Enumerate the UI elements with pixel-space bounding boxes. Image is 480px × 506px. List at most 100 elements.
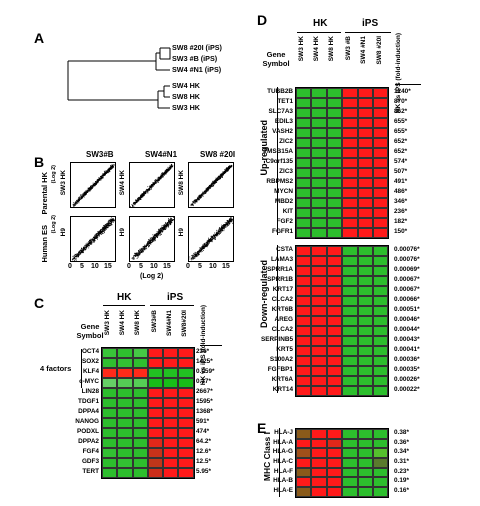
heatmap-cell <box>296 158 312 168</box>
heatmap-cell <box>342 98 358 108</box>
heatmap-cell <box>357 118 373 128</box>
heatmap-cell <box>372 366 389 376</box>
heatmap-cell <box>311 228 327 238</box>
heatmap-cell <box>342 256 358 266</box>
fold-value: 236* <box>394 208 408 215</box>
gene-label: C9orf135 <box>265 158 293 165</box>
heatmap-cell <box>372 168 389 178</box>
fold-value: 0.23* <box>394 467 409 475</box>
heatmap-cell <box>296 98 312 108</box>
heatmap-cell <box>326 128 343 138</box>
heatmap-cell <box>147 428 164 438</box>
gene-label: KLF4 <box>83 368 99 375</box>
gene-label: TET1 <box>277 98 293 105</box>
gene-label: SPRR1B <box>267 276 293 283</box>
heatmap-cell <box>372 448 389 459</box>
heatmap-cell <box>326 208 343 218</box>
heatmap-cell <box>296 458 312 468</box>
heatmap-cell <box>326 276 343 286</box>
fold-value: 591* <box>196 418 210 425</box>
fold-value: 0.00026* <box>394 376 420 383</box>
heatmap-cell <box>342 386 358 396</box>
heatmap-cell <box>372 306 389 316</box>
heatmap-cell <box>326 386 343 396</box>
panel-letter-b: B <box>34 154 45 170</box>
heatmap-cell <box>326 198 343 208</box>
fold-value: 0.34* <box>394 448 409 456</box>
heatmap-cell <box>357 458 373 468</box>
leaf-label: SW3 HK <box>172 103 200 112</box>
heatmap-cell <box>132 398 148 408</box>
gene-label: KRT17 <box>272 286 293 293</box>
fold-value: 652* <box>394 138 408 145</box>
heatmap-cell <box>342 228 358 238</box>
heatmap-cell <box>296 256 312 266</box>
scatter-plot <box>70 162 116 208</box>
fold-value: 0.36* <box>394 438 409 446</box>
heatmap-cell <box>372 487 389 497</box>
heatmap-cell <box>372 158 389 168</box>
heatmap-cell <box>326 376 343 386</box>
gene-label: FGF2 <box>276 218 293 225</box>
fold-value: 0.00036* <box>394 356 420 363</box>
heatmap-cell <box>326 178 343 188</box>
heatmap-cell <box>102 408 118 418</box>
heatmap-cell <box>342 467 358 478</box>
heatmap-cell <box>326 88 343 98</box>
heatmap-cell <box>326 296 343 306</box>
heatmap-cell <box>326 346 343 356</box>
heatmap-cell <box>296 276 312 286</box>
heatmap-cell <box>147 368 164 378</box>
heatmap-cell <box>342 118 358 128</box>
heatmap-cell <box>357 376 373 386</box>
heatmap-cell <box>147 408 164 418</box>
gene-list-e: HLA-J HLA-A HLA-G HLA-C HLA-F HLA-B HLA-E <box>250 428 293 496</box>
gene-label: KRT5 <box>276 346 293 353</box>
log2-label: (Log 2) <box>51 165 57 184</box>
heatmap-cell <box>296 316 312 326</box>
heatmap-cell <box>372 198 389 208</box>
heatmap-cell <box>102 418 118 428</box>
fold-value: 150* <box>394 228 408 235</box>
heatmap-cell <box>372 188 389 198</box>
heatmap-cell <box>326 218 343 228</box>
fold-value: 0.00067* <box>394 276 420 283</box>
tick-label: 10 <box>91 263 99 270</box>
fold-value: 12.6* <box>196 448 211 455</box>
heatmap-cell <box>326 458 343 468</box>
heatmap-cell <box>163 398 179 408</box>
gene-label: TMSB15A <box>263 148 293 155</box>
tick-label: 15 <box>163 263 171 270</box>
fold-value: 652* <box>394 148 408 155</box>
heatmap-cell <box>102 368 118 378</box>
heatmap-cell <box>326 326 343 336</box>
scatter-plot <box>129 162 175 208</box>
heatmap-cell <box>178 368 194 378</box>
heatmap-cell <box>296 487 312 497</box>
heatmap-cell <box>311 356 327 366</box>
group-hk-label: HK <box>313 18 328 29</box>
heatmap-c <box>101 347 195 479</box>
fold-value: 0.16* <box>394 487 409 495</box>
heatmap-cell <box>311 326 327 336</box>
heatmap-cell <box>132 368 148 378</box>
scatter-plot <box>188 162 234 208</box>
gene-label: HLA-J <box>274 429 293 436</box>
heatmap-cell <box>311 276 327 286</box>
heatmap-cell <box>342 188 358 198</box>
row-label-parental: Parental HK <box>40 172 49 215</box>
heatmap-cell <box>311 178 327 188</box>
column-header: SW3 HK <box>298 36 305 62</box>
heatmap-cell <box>372 346 389 356</box>
heatmap-cell <box>311 438 327 449</box>
fold-value: 574* <box>394 158 408 165</box>
heatmap-cell <box>357 276 373 286</box>
heatmap-cell <box>311 286 327 296</box>
heatmap-cell <box>311 296 327 306</box>
gene-label: GDF3 <box>81 458 99 465</box>
group-hk-label: HK <box>117 292 132 303</box>
tick-label: 10 <box>209 263 217 270</box>
fold-value: 0.38* <box>394 429 409 436</box>
heatmap-cell <box>163 438 179 448</box>
heatmap-cell <box>342 208 358 218</box>
